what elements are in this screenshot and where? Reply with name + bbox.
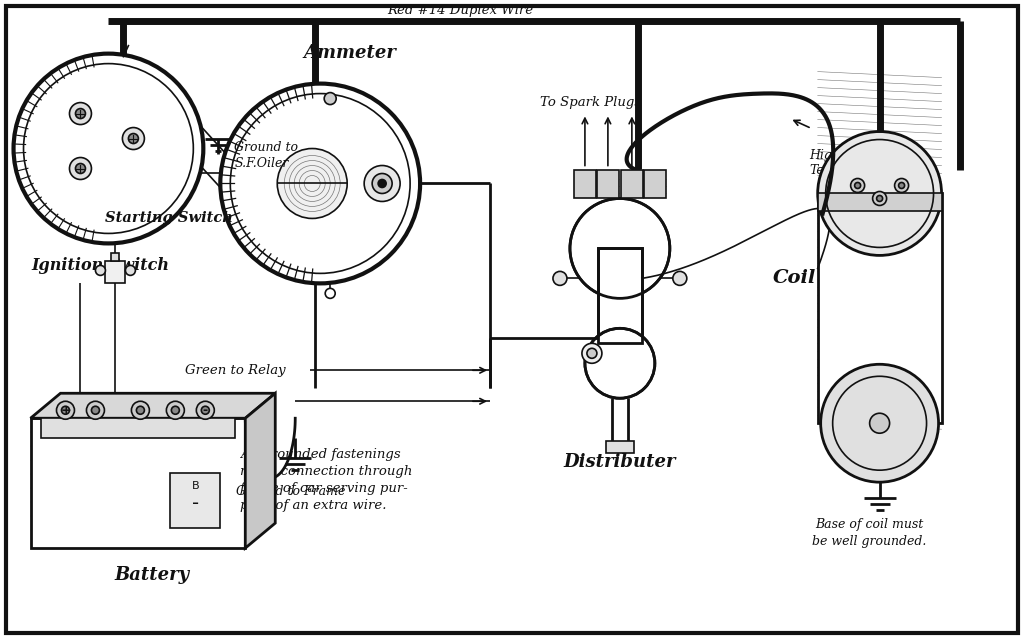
Circle shape	[820, 364, 939, 482]
Circle shape	[587, 348, 597, 359]
Text: Coil: Coil	[773, 269, 816, 287]
Circle shape	[128, 133, 138, 144]
Circle shape	[582, 343, 602, 363]
Bar	[31, 419, 246, 548]
Text: o: o	[121, 36, 126, 47]
Circle shape	[325, 93, 336, 105]
Bar	[598, 248, 642, 343]
Circle shape	[171, 406, 179, 414]
Text: -: -	[191, 494, 199, 513]
Circle shape	[91, 406, 99, 414]
Circle shape	[125, 265, 135, 276]
Text: Red #14 Duplex Wire: Red #14 Duplex Wire	[387, 4, 534, 17]
Circle shape	[202, 406, 209, 414]
Circle shape	[197, 401, 214, 419]
Circle shape	[899, 182, 904, 188]
Circle shape	[818, 131, 941, 255]
Polygon shape	[246, 393, 275, 548]
Circle shape	[166, 401, 184, 419]
Bar	[818, 193, 941, 423]
Circle shape	[76, 163, 85, 174]
Circle shape	[570, 198, 670, 299]
Bar	[170, 473, 220, 528]
Text: To Spark Plugs: To Spark Plugs	[540, 96, 641, 108]
Text: Green to Relay: Green to Relay	[185, 364, 286, 377]
Bar	[606, 441, 634, 453]
Circle shape	[278, 149, 347, 218]
Circle shape	[673, 271, 687, 285]
Bar	[818, 193, 941, 211]
Circle shape	[877, 195, 883, 202]
Text: Base of coil must
be well grounded.: Base of coil must be well grounded.	[812, 518, 927, 548]
Text: Ammeter: Ammeter	[304, 43, 396, 62]
Bar	[597, 170, 618, 198]
Circle shape	[851, 179, 864, 193]
Circle shape	[70, 158, 91, 179]
Text: +: +	[60, 404, 71, 417]
Bar	[105, 262, 125, 283]
Circle shape	[61, 406, 70, 414]
Text: -: -	[203, 404, 208, 417]
Text: Battery: Battery	[115, 566, 189, 584]
Circle shape	[230, 94, 410, 274]
Circle shape	[378, 179, 386, 188]
Text: Ground to Frame: Ground to Frame	[236, 485, 345, 498]
Bar	[41, 419, 236, 438]
Circle shape	[70, 103, 91, 124]
Circle shape	[872, 191, 887, 205]
Circle shape	[869, 413, 890, 433]
Text: Distributer: Distributer	[563, 453, 676, 471]
Bar	[598, 248, 642, 343]
Circle shape	[123, 128, 144, 149]
Bar	[621, 170, 643, 198]
Circle shape	[95, 265, 105, 276]
Text: To Lamps Switches: To Lamps Switches	[140, 395, 270, 408]
Circle shape	[855, 182, 860, 188]
Circle shape	[24, 64, 194, 234]
Circle shape	[13, 54, 204, 244]
Text: Ground to
S.F.Oiler: Ground to S.F.Oiler	[234, 140, 298, 170]
Text: B: B	[191, 481, 199, 491]
Polygon shape	[31, 393, 275, 419]
Text: Ignition Switch: Ignition Switch	[32, 257, 169, 274]
Circle shape	[131, 401, 150, 419]
Bar	[112, 253, 120, 262]
Circle shape	[372, 174, 392, 193]
Bar	[644, 170, 666, 198]
Circle shape	[76, 108, 85, 119]
Circle shape	[86, 401, 104, 419]
Bar	[573, 170, 596, 198]
Text: All grounded fastenings
make connection through
frame of car serving pur-
pose o: All grounded fastenings make connection …	[241, 449, 413, 512]
Circle shape	[136, 406, 144, 414]
Circle shape	[365, 165, 400, 202]
Text: High
Tension: High Tension	[810, 149, 858, 177]
Circle shape	[553, 271, 567, 285]
Circle shape	[56, 401, 75, 419]
Circle shape	[895, 179, 908, 193]
Circle shape	[220, 84, 420, 283]
Circle shape	[585, 329, 654, 398]
Text: Starting Switch: Starting Switch	[105, 211, 233, 225]
